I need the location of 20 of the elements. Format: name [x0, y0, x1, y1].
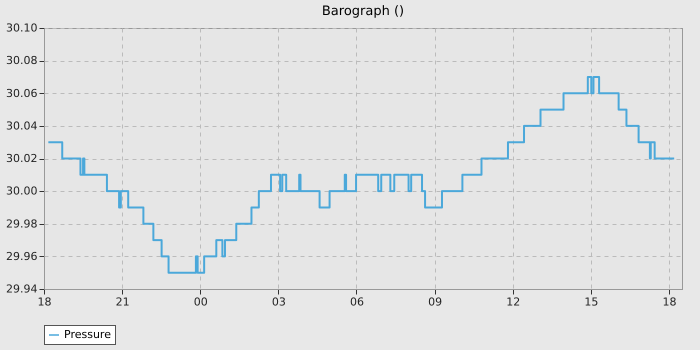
- x-tick-label: 15: [584, 296, 598, 308]
- y-tick-label: 30.06: [6, 86, 38, 100]
- y-tick-label: 30.02: [6, 152, 38, 165]
- y-tick-label: 30.00: [6, 184, 38, 198]
- x-tick-label: 06: [350, 296, 364, 308]
- y-tick-label: 29.94: [6, 282, 38, 296]
- x-tick-label: 03: [272, 296, 286, 308]
- y-tick-label: 29.96: [6, 250, 38, 263]
- x-tick-label: 09: [428, 296, 442, 308]
- x-tick-label: 00: [194, 296, 208, 308]
- x-tick-label: 18: [38, 296, 52, 308]
- x-tick-label: 12: [506, 296, 520, 308]
- y-tick-label: 30.08: [6, 54, 38, 68]
- y-tick-label: 30.04: [6, 119, 38, 132]
- legend-label: Pressure: [64, 328, 112, 341]
- y-tick-label: 29.98: [6, 217, 38, 230]
- chart-title: Barograph (): [322, 4, 404, 19]
- x-tick-label: 21: [116, 296, 130, 308]
- y-tick-label: 30.10: [6, 22, 38, 34]
- x-tick-label: 18: [662, 296, 676, 308]
